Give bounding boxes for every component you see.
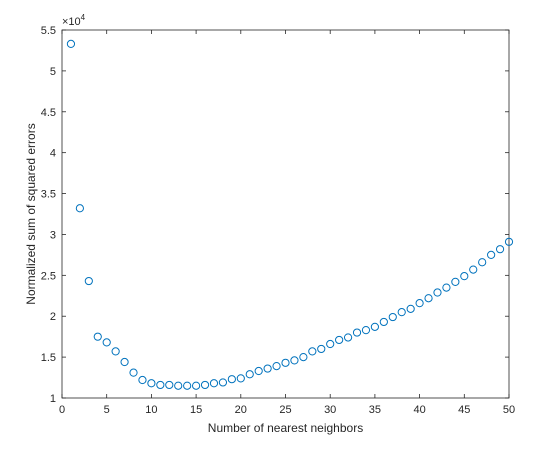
data-point bbox=[460, 272, 469, 281]
data-point bbox=[120, 357, 129, 367]
data-point bbox=[281, 358, 290, 367]
data-point bbox=[111, 347, 120, 356]
x-tick-label: 35 bbox=[369, 404, 381, 416]
y-tick-label: 2 bbox=[50, 311, 56, 323]
y-axis-exponent-base: ×10 bbox=[62, 16, 81, 28]
data-point bbox=[93, 332, 102, 341]
data-point bbox=[308, 347, 317, 356]
data-point bbox=[379, 317, 388, 327]
data-point bbox=[370, 322, 379, 331]
data-point bbox=[326, 339, 335, 349]
data-point bbox=[75, 204, 84, 213]
data-point bbox=[487, 250, 496, 259]
data-point bbox=[424, 294, 433, 303]
data-point bbox=[388, 312, 397, 322]
data-point bbox=[138, 375, 147, 385]
data-point bbox=[290, 356, 299, 365]
data-point bbox=[147, 379, 156, 388]
data-point bbox=[469, 265, 478, 274]
y-tick-label: 3.5 bbox=[41, 189, 56, 201]
axes bbox=[61, 29, 510, 399]
y-tick-label: 2.5 bbox=[41, 270, 56, 282]
data-point bbox=[433, 288, 442, 297]
data-point bbox=[343, 333, 353, 342]
y-tick-label: 1 bbox=[50, 393, 56, 405]
data-point bbox=[352, 328, 362, 337]
plot-frame bbox=[61, 29, 510, 399]
y-tick-label: 4.5 bbox=[41, 107, 56, 119]
x-tick-label: 25 bbox=[279, 404, 291, 416]
data-point bbox=[165, 380, 174, 390]
data-point bbox=[272, 362, 281, 371]
data-point bbox=[335, 335, 344, 345]
x-tick-label: 30 bbox=[324, 404, 336, 416]
data-point bbox=[263, 364, 272, 373]
data-point bbox=[218, 378, 228, 387]
data-point bbox=[299, 353, 308, 362]
y-axis-exponent: ×104 bbox=[62, 13, 86, 28]
y-axis-title: Normalized sum of squared errors bbox=[24, 123, 38, 304]
data-point bbox=[317, 344, 326, 354]
tick-labels: 0 5 10 15 20 25 30 35 40 45 50 1 1.5 2 2.5 3 3.5 4 4.5 5 5.5 bbox=[41, 25, 515, 416]
y-tick-label: 5 bbox=[50, 66, 56, 78]
x-tick-label: 50 bbox=[503, 404, 515, 416]
data-point bbox=[397, 308, 406, 317]
x-tick-label: 0 bbox=[59, 404, 65, 416]
data-points bbox=[66, 39, 514, 390]
y-tick-label: 3 bbox=[50, 229, 56, 241]
y-axis-exponent-power: 4 bbox=[81, 13, 86, 22]
x-tick-label: 45 bbox=[458, 404, 470, 416]
data-point bbox=[66, 39, 76, 49]
data-point bbox=[236, 374, 245, 383]
data-point bbox=[415, 299, 424, 308]
data-point bbox=[102, 338, 111, 347]
data-point bbox=[254, 366, 263, 376]
data-point bbox=[156, 380, 165, 390]
data-point bbox=[478, 258, 487, 267]
y-tick-label: 5.5 bbox=[41, 25, 56, 37]
x-tick-label: 5 bbox=[104, 404, 110, 416]
x-tick-label: 20 bbox=[235, 404, 247, 416]
data-point bbox=[84, 276, 93, 286]
data-point bbox=[200, 380, 210, 390]
x-tick-label: 40 bbox=[413, 404, 425, 416]
x-tick-label: 10 bbox=[145, 404, 157, 416]
data-point bbox=[245, 370, 254, 379]
y-tick-label: 1.5 bbox=[41, 352, 56, 364]
data-point bbox=[406, 304, 415, 313]
data-point bbox=[361, 326, 371, 335]
y-tick-label: 4 bbox=[50, 148, 56, 160]
data-point bbox=[495, 245, 505, 254]
data-point bbox=[183, 381, 192, 390]
data-point bbox=[129, 368, 138, 377]
data-point bbox=[451, 277, 460, 286]
data-point bbox=[227, 375, 236, 384]
x-axis-title: Number of nearest neighbors bbox=[208, 421, 363, 435]
tick-marks bbox=[61, 29, 510, 399]
data-point bbox=[209, 379, 219, 388]
data-point bbox=[192, 381, 201, 390]
data-point bbox=[504, 237, 514, 246]
x-tick-label: 15 bbox=[190, 404, 202, 416]
data-point bbox=[442, 283, 451, 292]
data-point bbox=[174, 381, 183, 390]
